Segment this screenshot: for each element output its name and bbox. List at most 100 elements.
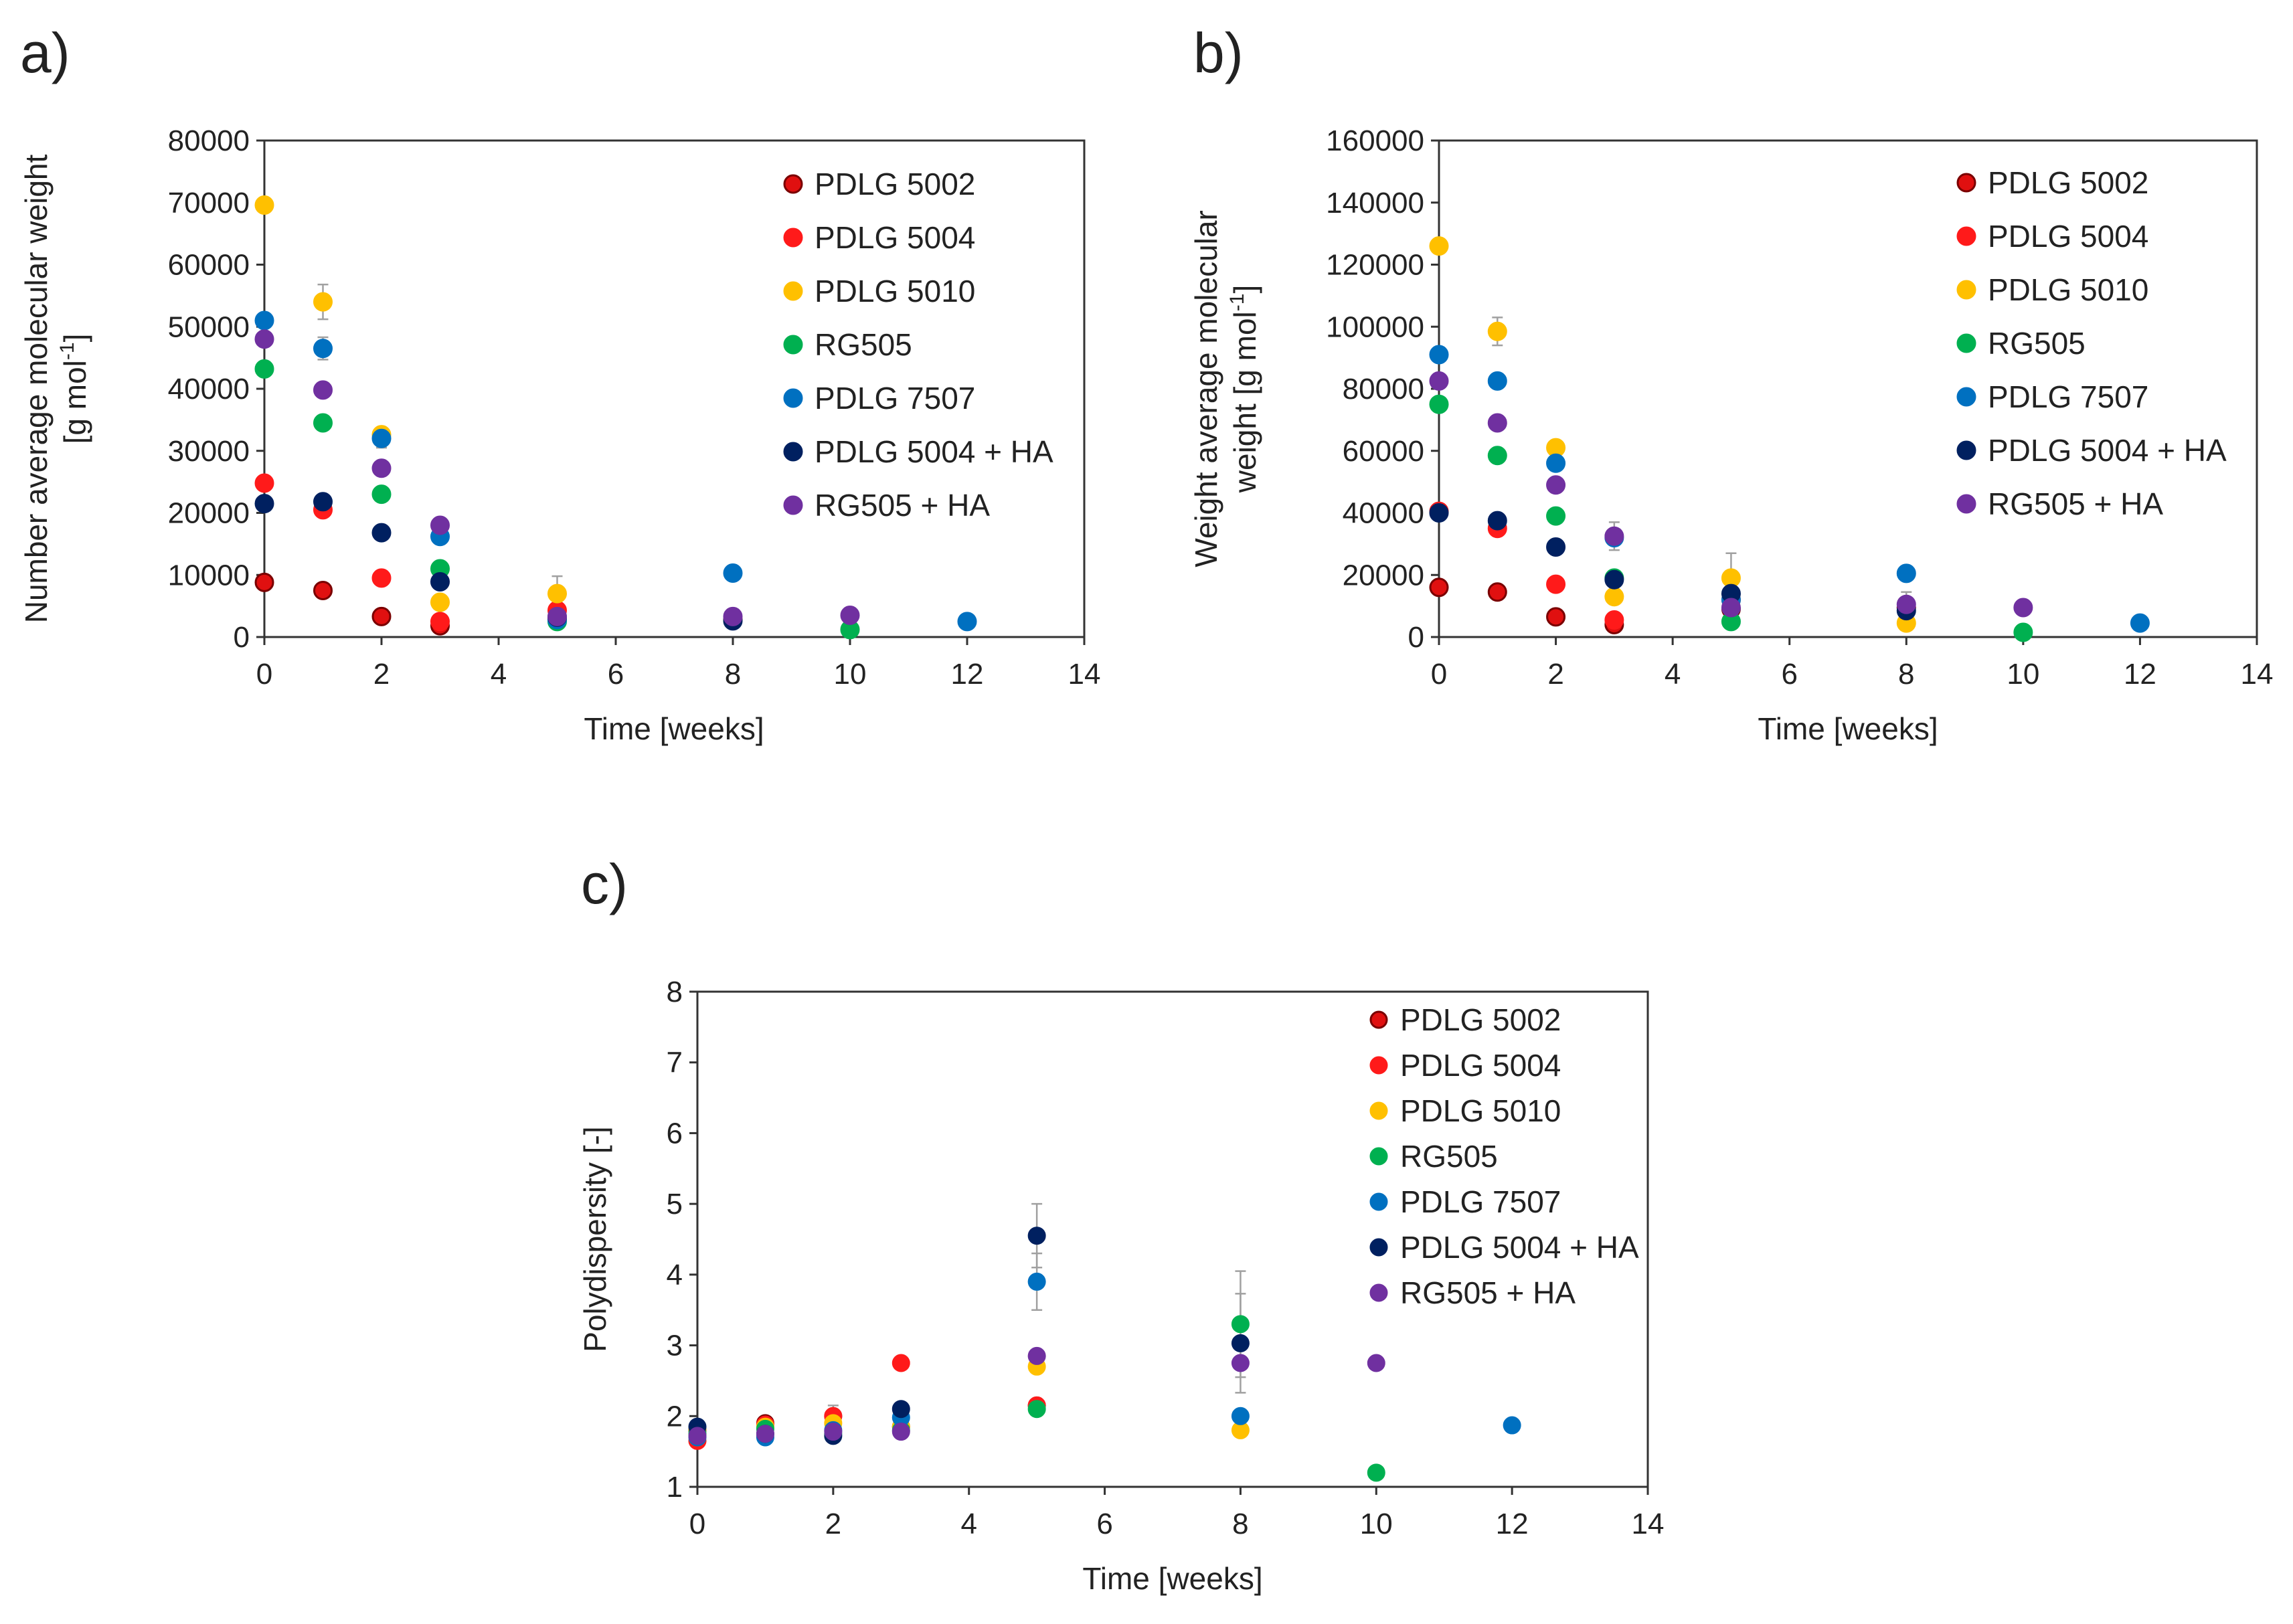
panel-a-legend-item-rg505-plus-ha: RG505 + HA <box>783 488 990 523</box>
panel-c-point-rg505-plus-ha <box>1027 1346 1046 1365</box>
panel-b-point-rg505 <box>1429 394 1449 414</box>
panel-c-y-tick-label: 4 <box>667 1259 683 1291</box>
panel-b-y-tick-label: 40000 <box>1343 497 1424 530</box>
panel-b-legend-marker <box>1956 494 1976 514</box>
panel-a-legend-marker <box>783 174 803 194</box>
panel-b-legend-label: PDLG 5004 <box>1988 219 2148 254</box>
panel-a-point-pdlg-7507 <box>313 339 333 359</box>
panel-b-y-tick-label: 60000 <box>1343 435 1424 468</box>
panel-b-point-pdlg-5002 <box>1429 577 1449 598</box>
panel-c-legend-marker <box>1369 1010 1388 1029</box>
panel-a-point-pdlg-7507 <box>371 428 392 448</box>
panel-b-legend-item-pdlg-5004: PDLG 5004 <box>1956 219 2148 254</box>
panel-b-y-tick-label: 0 <box>1408 621 1424 654</box>
panel-c-legend-item-rg505-plus-ha: RG505 + HA <box>1369 1275 1576 1310</box>
panel-a-y-axis-title-line-2: [g mol-1] <box>56 334 92 444</box>
panel-c-y-tick-label: 2 <box>667 1400 683 1433</box>
panel-b-point-rg505-plus-ha <box>1604 526 1624 546</box>
panel-c-point-rg505-plus-ha <box>756 1425 774 1443</box>
panel-b-legend-marker <box>1956 387 1976 407</box>
panel-a-legend: PDLG 5002 PDLG 5004 PDLG 5010 RG505 PDLG 750… <box>783 167 1053 523</box>
panel-b-x-tick-label: 2 <box>1547 658 1563 691</box>
panel-b-point-pdlg-5004-plus-ha <box>1604 569 1624 590</box>
panel-c-point-pdlg-5004-plus-ha <box>1231 1334 1250 1352</box>
panel-b-legend-label: PDLG 7507 <box>1988 379 2148 414</box>
panel-b-y-tick-label: 140000 <box>1326 187 1424 219</box>
panel-a-legend-label: PDLG 5004 <box>815 220 975 255</box>
panel-b-y-tick-labels: 0 20000 40000 60000 80000 100000 120000 140000 1… <box>1326 124 1424 654</box>
panel-a-point-rg505-plus-ha <box>254 329 274 349</box>
panel-c-data-points <box>688 1227 1521 1482</box>
panel-c-x-tick-label: 4 <box>960 1508 976 1540</box>
panel-a-y-tick-label: 60000 <box>168 249 250 282</box>
panel-b-y-axis-title-line-1: Weight average molecular <box>1189 210 1223 567</box>
panel-c-legend-marker <box>1369 1147 1388 1166</box>
panel-b-legend-label: PDLG 5010 <box>1988 272 2148 307</box>
panel-b-legend-item-pdlg-5010: PDLG 5010 <box>1956 272 2148 307</box>
panel-b-point-pdlg-7507 <box>1487 371 1507 391</box>
panel-a-legend-label: RG505 <box>815 327 912 362</box>
panel-a-x-tick-label: 8 <box>725 658 741 691</box>
panel-a-point-pdlg-5004 <box>430 612 450 632</box>
panel-b-legend-item-rg505-plus-ha: RG505 + HA <box>1956 486 2163 521</box>
panel-c-point-rg505-plus-ha <box>1367 1354 1385 1372</box>
panel-c-point-pdlg-5004-plus-ha <box>891 1400 910 1419</box>
panel-c-legend-label: PDLG 5004 <box>1400 1048 1561 1083</box>
panel-b-x-tick-label: 6 <box>1781 658 1797 691</box>
panel-b-point-pdlg-7507 <box>1546 453 1566 473</box>
panel-c-legend-label: RG505 + HA <box>1400 1275 1576 1310</box>
panel-b-legend-label: PDLG 5004 + HA <box>1988 433 2227 468</box>
panel-b-point-rg505-plus-ha <box>1487 413 1507 433</box>
panel-b-legend-item-pdlg-5002: PDLG 5002 <box>1956 165 2148 200</box>
panel-c-y-tick-label: 8 <box>667 976 683 1008</box>
panel-b-point-pdlg-5002 <box>1546 607 1566 627</box>
panel-a-y-tick-label: 50000 <box>168 310 250 343</box>
panel-a-ticks <box>256 139 1086 645</box>
panel-b-legend-marker <box>1956 226 1976 246</box>
panel-b-legend-label: PDLG 5002 <box>1988 165 2148 200</box>
panel-a-legend-item-pdlg-5004: PDLG 5004 <box>783 220 975 255</box>
panel-c-x-tick-label: 8 <box>1232 1508 1248 1540</box>
panel-c-x-tick-label: 2 <box>825 1508 841 1540</box>
panel-a-legend-label: PDLG 5004 + HA <box>815 434 1053 469</box>
panel-c-legend: PDLG 5002 PDLG 5004 PDLG 5010 RG505 PDLG 750… <box>1369 1002 1639 1310</box>
panel-c-y-tick-label: 1 <box>667 1471 683 1504</box>
panel-b-x-tick-label: 4 <box>1665 658 1681 691</box>
panel-a-point-pdlg-5004 <box>371 568 392 588</box>
panel-b-point-rg505-plus-ha <box>2013 598 2033 618</box>
panel-a-y-tick-label: 0 <box>234 621 250 654</box>
panel-b-point-pdlg-5004-plus-ha <box>1487 511 1507 531</box>
panel-b-point-pdlg-5004-plus-ha <box>1429 503 1449 523</box>
panel-b-point-pdlg-7507 <box>1896 563 1916 583</box>
panel-a-point-pdlg-7507 <box>723 563 743 583</box>
panel-c-point-pdlg-5004 <box>891 1354 910 1372</box>
panel-a-y-tick-label: 10000 <box>168 559 250 592</box>
panel-b-point-rg505-plus-ha <box>1896 594 1916 614</box>
panel-a-x-tick-label: 0 <box>256 658 272 691</box>
panel-c-legend-label: PDLG 5004 + HA <box>1400 1230 1639 1265</box>
panel-b-point-rg505 <box>1546 506 1566 526</box>
panel-c-point-rg505-plus-ha <box>688 1427 707 1445</box>
panel-c-point-rg505-plus-ha <box>891 1423 910 1441</box>
panel-a-x-tick-label: 2 <box>373 658 390 691</box>
panel-c-plot-frame <box>696 990 1649 1488</box>
panel-a-point-rg505-plus-ha <box>313 380 333 400</box>
panel-a-point-rg505 <box>254 359 274 379</box>
panel-b: b) 0200004000060000800001000001200001400… <box>1189 21 2273 746</box>
panel-a-x-tick-labels: 0 2 4 6 8 10 12 14 <box>256 658 1101 691</box>
panel-c-y-axis-title: Polydispersity [-] <box>578 1126 612 1352</box>
panel-a-point-pdlg-5004-plus-ha <box>430 571 450 592</box>
panel-c-y-tick-labels: 1 2 3 4 5 6 7 8 <box>667 976 683 1504</box>
panel-b-legend-item-rg505: RG505 <box>1956 326 2086 361</box>
panel-c-point-rg505 <box>1027 1400 1046 1419</box>
panel-c-legend-marker <box>1369 1056 1388 1075</box>
panel-c-legend-label: PDLG 5010 <box>1400 1093 1561 1128</box>
panel-a-point-pdlg-5004-plus-ha <box>371 523 392 543</box>
panel-a-point-rg505-plus-ha <box>723 606 743 626</box>
panel-a-legend-label: RG505 + HA <box>815 488 990 523</box>
panel-a-legend-marker <box>783 388 803 408</box>
panel-c-legend-item-pdlg-7507: PDLG 7507 <box>1369 1184 1561 1219</box>
panel-b-point-rg505-plus-ha <box>1546 475 1566 495</box>
panel-b-y-axis-title: Weight average molecular weight [g mol-1… <box>1189 210 1262 567</box>
